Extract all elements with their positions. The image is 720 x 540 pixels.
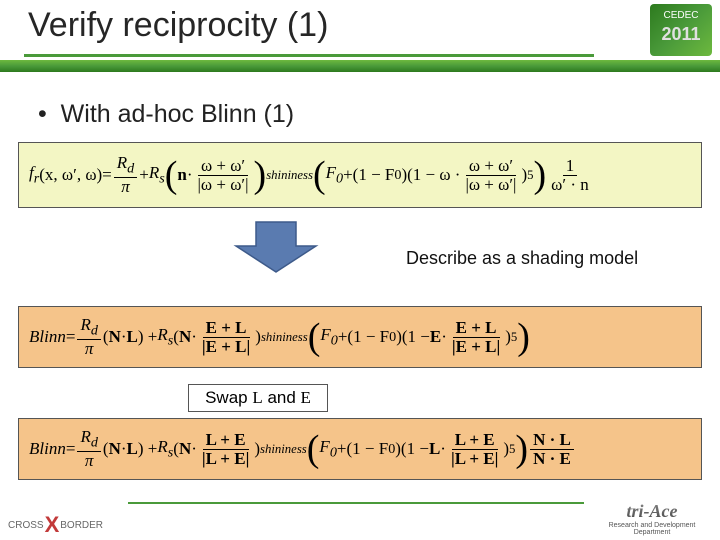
- bullet-item: • With ad-hoc Blinn (1): [38, 100, 294, 129]
- logo-cross-text: CROSS: [8, 520, 44, 531]
- logo-crossborder: CROSS X BORDER: [8, 516, 103, 534]
- shading-label: Describe as a shading model: [406, 248, 638, 269]
- logo-x-icon: X: [45, 516, 60, 534]
- swap-label: Swap L and E: [188, 384, 328, 412]
- title-underline: [24, 54, 594, 57]
- slide-header: Verify reciprocity (1) CEDEC 2011: [0, 0, 720, 72]
- formula-blinn-le: Blinn = Rdπ (N · L) + Rs(N · L + E|L + E…: [18, 418, 702, 480]
- conference-badge: CEDEC 2011: [650, 4, 712, 56]
- header-band: [0, 60, 720, 72]
- logo-border-text: BORDER: [60, 520, 103, 531]
- footer-line: [128, 502, 584, 504]
- formula-brdf: fr(x, ω′, ω) = Rdπ + Rs (n · ω + ω′|ω + …: [18, 142, 702, 208]
- slide-title: Verify reciprocity (1): [28, 6, 328, 45]
- badge-label: CEDEC: [663, 10, 698, 21]
- bullet-marker: •: [38, 100, 47, 128]
- brand-subtitle: Research and Development Department: [590, 522, 714, 536]
- bullet-text: With ad-hoc Blinn (1): [61, 100, 294, 128]
- brand-name: tri-Ace: [590, 501, 714, 522]
- arrow-down-icon: [232, 218, 320, 274]
- logo-triace: tri-Ace Research and Development Departm…: [590, 501, 714, 536]
- badge-year: 2011: [650, 24, 712, 46]
- formula-blinn-el: Blinn = Rdπ (N · L) + Rs(N · E + L|E + L…: [18, 306, 702, 368]
